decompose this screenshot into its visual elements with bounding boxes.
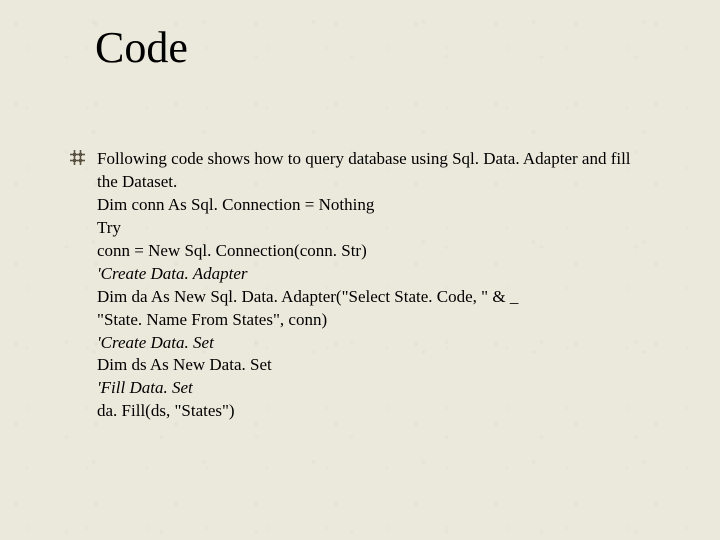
slide-body: Following code shows how to query databa… xyxy=(70,148,660,423)
bullet-lead-text: Following code shows how to query databa… xyxy=(97,148,631,171)
code-line: 'Create Data. Set xyxy=(97,332,660,355)
code-line: da. Fill(ds, "States") xyxy=(97,400,660,423)
code-line: Dim ds As New Data. Set xyxy=(97,354,660,377)
slide-title: Code xyxy=(95,22,188,73)
code-block: the Dataset.Dim conn As Sql. Connection … xyxy=(97,171,660,423)
code-line: 'Fill Data. Set xyxy=(97,377,660,400)
code-line: Try xyxy=(97,217,660,240)
code-line: Dim da As New Sql. Data. Adapter("Select… xyxy=(97,286,660,309)
code-line: Dim conn As Sql. Connection = Nothing xyxy=(97,194,660,217)
code-line: conn = New Sql. Connection(conn. Str) xyxy=(97,240,660,263)
code-line: Following code shows how to query databa… xyxy=(97,148,631,171)
bullet-item: Following code shows how to query databa… xyxy=(70,148,660,171)
code-line: "State. Name From States", conn) xyxy=(97,309,660,332)
code-line: the Dataset. xyxy=(97,171,660,194)
hash-grid-icon xyxy=(70,150,85,170)
slide: Code xyxy=(0,0,720,540)
code-line: 'Create Data. Adapter xyxy=(97,263,660,286)
